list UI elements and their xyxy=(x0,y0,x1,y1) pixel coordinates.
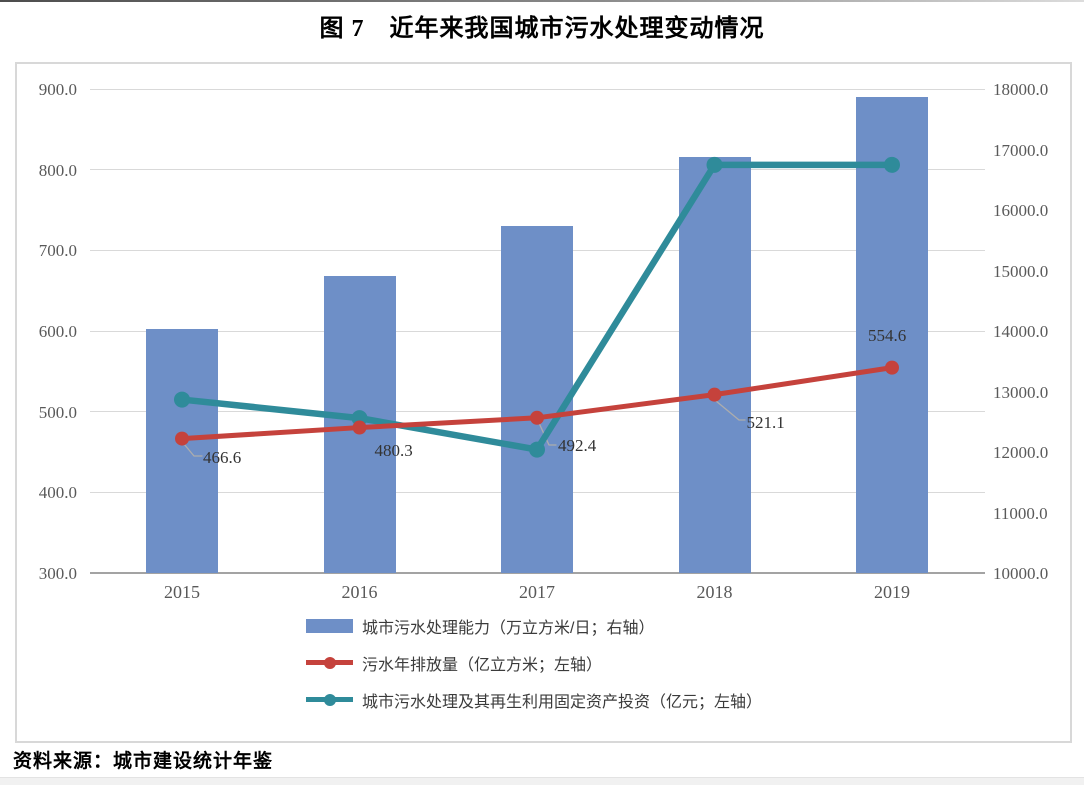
left-axis-tick: 800.0 xyxy=(38,160,77,180)
x-axis-tick: 2016 xyxy=(341,582,378,602)
source-note: 资料来源：城市建设统计年鉴 xyxy=(13,751,274,772)
bottom-divider xyxy=(0,777,1084,785)
legend-bar-swatch xyxy=(306,618,353,633)
right-axis-tick: 16000.0 xyxy=(993,201,1049,220)
legend-label: 污水年排放量（亿立方米；左轴） xyxy=(362,656,603,674)
x-axis-tick: 2015 xyxy=(164,582,200,602)
right-axis-tick: 12000.0 xyxy=(993,443,1049,462)
line-dot-icon xyxy=(323,656,336,669)
line-swatch-icon xyxy=(306,656,353,669)
x-axis-tick: 2017 xyxy=(519,582,555,602)
x-axis-line xyxy=(90,572,985,574)
legend-label: 城市污水处理及其再生利用固定资产投资（亿元；左轴） xyxy=(362,693,763,711)
left-axis-tick: 500.0 xyxy=(38,402,77,422)
chart-legend: 城市污水处理能力（万立方米/日；右轴） 污水年排放量（亿立方米；左轴） 城市污水处理… xyxy=(306,607,762,718)
bar-2016 xyxy=(323,275,396,573)
data-label-2017: 492.4 xyxy=(558,435,597,455)
data-label-2019: 554.6 xyxy=(868,325,907,345)
legend-line-swatch xyxy=(306,656,353,669)
left-axis-tick: 900.0 xyxy=(38,80,77,99)
bar-2018 xyxy=(678,156,751,573)
right-axis-tick: 10000.0 xyxy=(993,564,1049,583)
left-axis-tick: 600.0 xyxy=(38,322,77,341)
right-axis-tick: 15000.0 xyxy=(993,261,1049,281)
legend-line-swatch xyxy=(306,693,353,706)
left-axis-tick: 300.0 xyxy=(38,564,77,583)
legend-item-1: 城市污水处理能力（万立方米/日；右轴） xyxy=(306,607,762,644)
right-axis-tick: 11000.0 xyxy=(993,503,1048,523)
legend-label: 城市污水处理能力（万立方米/日；右轴） xyxy=(362,619,655,637)
x-axis-tick: 2019 xyxy=(874,582,910,602)
line-swatch-icon xyxy=(306,693,353,706)
right-axis-tick: 14000.0 xyxy=(993,322,1049,341)
data-label-2015: 466.6 xyxy=(203,447,242,467)
gridline xyxy=(90,169,985,171)
gridline xyxy=(90,88,985,90)
legend-item-2: 污水年排放量（亿立方米；左轴） xyxy=(306,644,762,681)
left-axis-tick: 400.0 xyxy=(38,483,77,503)
bar-2017 xyxy=(501,225,573,573)
bar-swatch-icon xyxy=(306,618,353,633)
right-axis-tick: 17000.0 xyxy=(993,140,1049,160)
legend-item-3: 城市污水处理及其再生利用固定资产投资（亿元；左轴） xyxy=(306,681,762,718)
top-divider xyxy=(0,0,1084,2)
data-label-2018: 521.1 xyxy=(746,412,785,432)
figure-title: 图 7 近年来我国城市污水处理变动情况 xyxy=(319,16,765,42)
line-dot-icon xyxy=(323,693,336,706)
x-axis-tick: 2018 xyxy=(696,582,733,602)
left-axis-tick: 700.0 xyxy=(38,241,77,261)
right-axis-tick: 18000.0 xyxy=(993,80,1049,99)
data-label-2016: 480.3 xyxy=(374,440,413,460)
right-axis-tick: 13000.0 xyxy=(993,382,1049,402)
